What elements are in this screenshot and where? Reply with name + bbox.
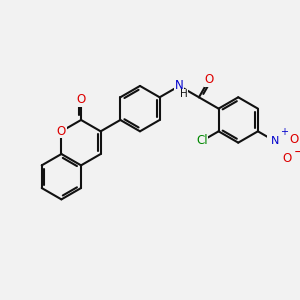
Text: Cl: Cl: [196, 134, 208, 148]
Text: +: +: [280, 127, 289, 137]
Text: O: O: [282, 152, 291, 165]
Text: O: O: [290, 133, 298, 146]
Text: −: −: [294, 146, 300, 159]
Text: H: H: [180, 89, 188, 99]
Text: O: O: [57, 125, 66, 138]
Text: O: O: [76, 93, 86, 106]
Text: N: N: [270, 136, 279, 146]
Text: O: O: [205, 73, 214, 86]
Text: N: N: [175, 80, 184, 92]
